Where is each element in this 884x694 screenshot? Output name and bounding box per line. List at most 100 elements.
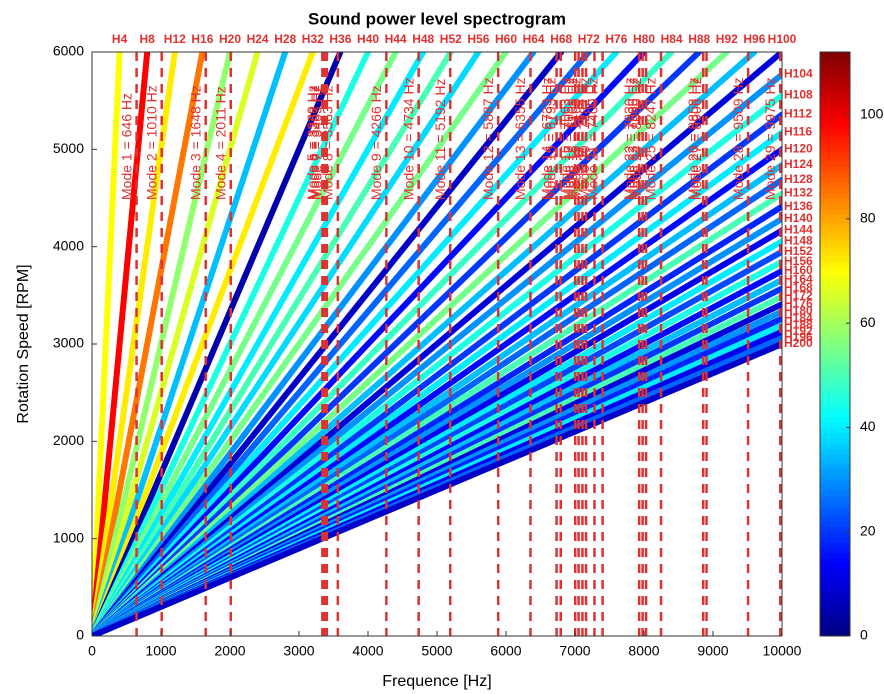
- colorbar-cell: [820, 192, 850, 199]
- harmonic-label: H128: [784, 172, 813, 186]
- mode-label: Mode 17 = 7052 Hz: [560, 77, 576, 200]
- colorbar-cell: [820, 187, 850, 194]
- mode-label: Mode 18 = 7108 Hz: [564, 77, 580, 200]
- colorbar-cell: [820, 620, 850, 627]
- colorbar-cell: [820, 239, 850, 246]
- colorbar-cell: [820, 583, 850, 590]
- colorbar-cell: [820, 62, 850, 69]
- mode-label: Mode 12 = 5887 Hz: [480, 77, 496, 200]
- mode-label: Mode 28 = 9509 Hz: [730, 77, 746, 200]
- mode-label: Mode 16 = 7003 Hz: [557, 77, 573, 200]
- x-tick-label: 0: [88, 643, 96, 659]
- harmonic-line: [92, 52, 592, 636]
- colorbar-cell: [820, 338, 850, 345]
- harmonic-label: H60: [495, 32, 517, 46]
- chart-title: Sound power level spectrogram: [308, 9, 566, 28]
- colorbar-cell: [820, 213, 850, 220]
- colorbar-cell: [820, 72, 850, 79]
- colorbar-cell: [820, 516, 850, 522]
- colorbar-cell: [820, 427, 850, 434]
- colorbar-cell: [820, 552, 850, 559]
- colorbar-cell: [820, 312, 850, 319]
- harmonic-label: H68: [550, 32, 572, 46]
- colorbar-cell: [820, 198, 850, 204]
- mode-label: Mode 20 = 7282 Hz: [576, 77, 592, 200]
- colorbar-cell: [820, 52, 850, 58]
- colorbar-cell: [820, 328, 850, 335]
- colorbar-cell: [820, 271, 850, 277]
- mode-label: Mode 24 = 8030 Hz: [628, 77, 644, 200]
- harmonic-label: H148: [784, 234, 813, 248]
- harmonic-label: H8: [140, 32, 156, 46]
- harmonic-label: H144: [784, 223, 813, 237]
- colorbar-cell: [820, 119, 850, 126]
- y-tick-label: 0: [76, 627, 84, 643]
- colorbar-cell: [820, 93, 850, 100]
- mode-label: Mode 6 = 3367 Hz: [306, 85, 322, 200]
- mode-label: Mode 3 = 1648 Hz: [187, 85, 203, 200]
- harmonic-label: H132: [784, 186, 813, 200]
- harmonic-label: H88: [688, 32, 710, 46]
- harmonic-line: [92, 52, 482, 636]
- colorbar-cell: [820, 474, 850, 481]
- mode-label: Mode 8 = 3563 Hz: [320, 85, 336, 200]
- mode-label: Mode 25 = 8247 Hz: [643, 77, 659, 200]
- colorbar-cell: [820, 161, 850, 168]
- harmonic-line: [92, 52, 730, 636]
- colorbar-cell: [820, 224, 850, 230]
- harmonic-label: H32: [302, 32, 324, 46]
- mode-label: Mode 22 = 7930 Hz: [621, 77, 637, 200]
- harmonic-label: H184: [784, 311, 813, 325]
- colorbar-tick-label: 80: [860, 210, 876, 226]
- colorbar-cell: [820, 250, 850, 256]
- colorbar-cell: [820, 453, 850, 460]
- colorbar-cell: [820, 83, 850, 89]
- mode-label: Mode 9 = 4266 Hz: [368, 85, 384, 200]
- colorbar-cell: [820, 380, 850, 387]
- harmonic-label: H168: [784, 281, 813, 295]
- colorbar-cell: [820, 594, 850, 600]
- colorbar-cell: [820, 484, 850, 491]
- colorbar-cell: [820, 469, 850, 475]
- colorbar-cell: [820, 630, 850, 637]
- colorbar-cell: [820, 244, 850, 251]
- x-tick-label: 3000: [283, 643, 314, 659]
- harmonic-label: H116: [784, 125, 812, 139]
- colorbar-cell: [820, 432, 850, 439]
- harmonic-line: [92, 52, 647, 636]
- colorbar-tick-label: 0: [860, 627, 868, 643]
- harmonic-line: [92, 52, 703, 636]
- colorbar-cell: [820, 490, 850, 496]
- harmonic-line: [92, 52, 316, 636]
- colorbar-cell: [820, 57, 850, 63]
- harmonic-label: H112: [784, 107, 812, 121]
- colorbar-cell: [820, 323, 850, 329]
- harmonic-label: H108: [784, 87, 813, 101]
- colorbar-cell: [820, 578, 850, 585]
- colorbar-cell: [820, 573, 850, 580]
- mode-label: Mode 26 = 8858 Hz: [685, 77, 701, 200]
- colorbar-cell: [820, 130, 850, 136]
- harmonic-label: H136: [784, 199, 813, 213]
- harmonic-line: [92, 52, 206, 636]
- colorbar-cell: [820, 568, 850, 574]
- harmonic-label: H152: [784, 244, 813, 258]
- colorbar-cell: [820, 448, 850, 454]
- mode-label: Mode 4 = 2011 Hz: [212, 86, 228, 200]
- colorbar-cell: [820, 109, 850, 116]
- colorbar-cell: [820, 182, 850, 189]
- harmonic-label: H192: [784, 324, 813, 338]
- colorbar-frame: [819, 51, 851, 637]
- colorbar-tick-label: 20: [860, 522, 876, 538]
- colorbar-cell: [820, 370, 850, 376]
- colorbar-cell: [820, 98, 850, 105]
- colorbar-cell: [820, 145, 850, 152]
- colorbar-cell: [820, 411, 850, 418]
- harmonic-label: H80: [633, 32, 655, 46]
- harmonic-label: H28: [274, 32, 296, 46]
- colorbar-cell: [820, 255, 850, 262]
- colorbar-cell: [820, 166, 850, 173]
- colorbar-cell: [820, 396, 850, 402]
- mode-label: Mode 1 = 646 Hz: [118, 93, 134, 200]
